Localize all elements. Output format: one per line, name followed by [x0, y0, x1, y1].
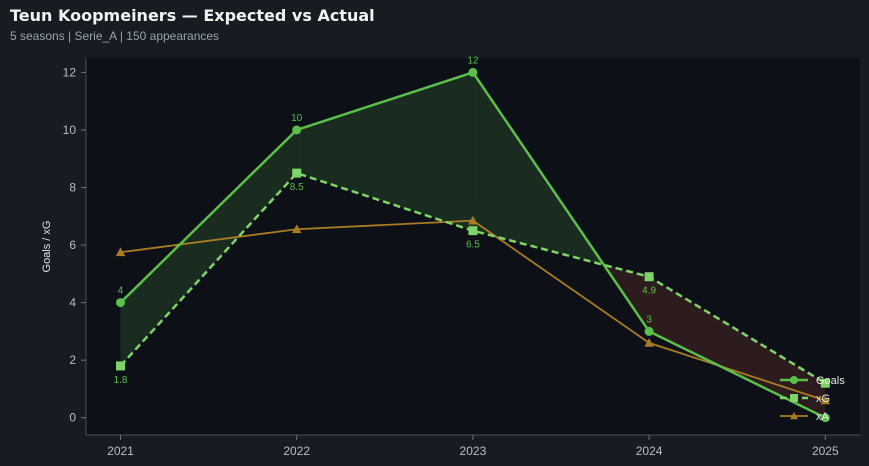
data-point-goals [292, 125, 302, 135]
legend-marker-xa [790, 412, 798, 420]
chart-subtitle: 5 seasons | Serie_A | 150 appearances [10, 29, 220, 43]
y-tick-label: 12 [63, 65, 77, 79]
data-label-goals: 3 [646, 314, 652, 325]
underperformance-area [649, 276, 826, 418]
data-label-goals: 10 [291, 113, 303, 124]
data-point-xg [644, 272, 654, 282]
y-tick-label: 0 [69, 411, 76, 425]
data-point-goals [468, 67, 478, 77]
legend-marker-goals [790, 376, 798, 384]
data-label-xg: 1.8 [114, 375, 128, 386]
overperformance-area [296, 72, 473, 231]
y-axis-label: Goals / xG [41, 221, 53, 273]
data-point-xg [468, 226, 478, 236]
data-label-xg: 4.9 [642, 286, 656, 297]
data-point-goals [644, 326, 654, 336]
overperformance-area [120, 129, 297, 366]
x-tick-label: 2025 [812, 444, 839, 458]
data-point-xa [291, 224, 302, 234]
data-point-goals [116, 298, 125, 308]
y-tick-label: 6 [69, 238, 76, 252]
chart-title: Teun Koopmeiners — Expected vs Actual [10, 6, 375, 25]
data-point-xa [820, 395, 831, 405]
chart-header: Teun Koopmeiners — Expected vs Actual 5 … [10, 6, 375, 43]
data-label-xg: 6.5 [466, 240, 480, 251]
y-tick-label: 2 [69, 353, 76, 367]
x-tick-label: 2021 [107, 444, 134, 458]
legend-label-goals: Goals [816, 375, 845, 387]
data-point-xg [820, 378, 830, 388]
data-point-xa [644, 338, 654, 347]
legend-label-xa: xA [816, 411, 830, 423]
x-tick-label: 2023 [460, 444, 487, 458]
data-point-xa [468, 215, 478, 225]
data-label-goals: 12 [467, 55, 479, 66]
legend-marker-xg [790, 394, 798, 402]
x-tick-label: 2022 [283, 444, 310, 458]
data-point-xg [116, 361, 125, 371]
legend-label-xg: xG [816, 393, 830, 405]
y-tick-label: 4 [69, 296, 76, 310]
data-point-xa [115, 247, 126, 257]
x-tick-label: 2024 [636, 444, 663, 458]
data-point-xg [292, 168, 302, 178]
data-label-xg: 8.5 [290, 182, 304, 193]
data-point-goals [820, 413, 830, 423]
y-tick-label: 8 [69, 181, 76, 195]
y-tick-label: 10 [63, 123, 77, 137]
data-label-goals: 4 [118, 286, 124, 297]
